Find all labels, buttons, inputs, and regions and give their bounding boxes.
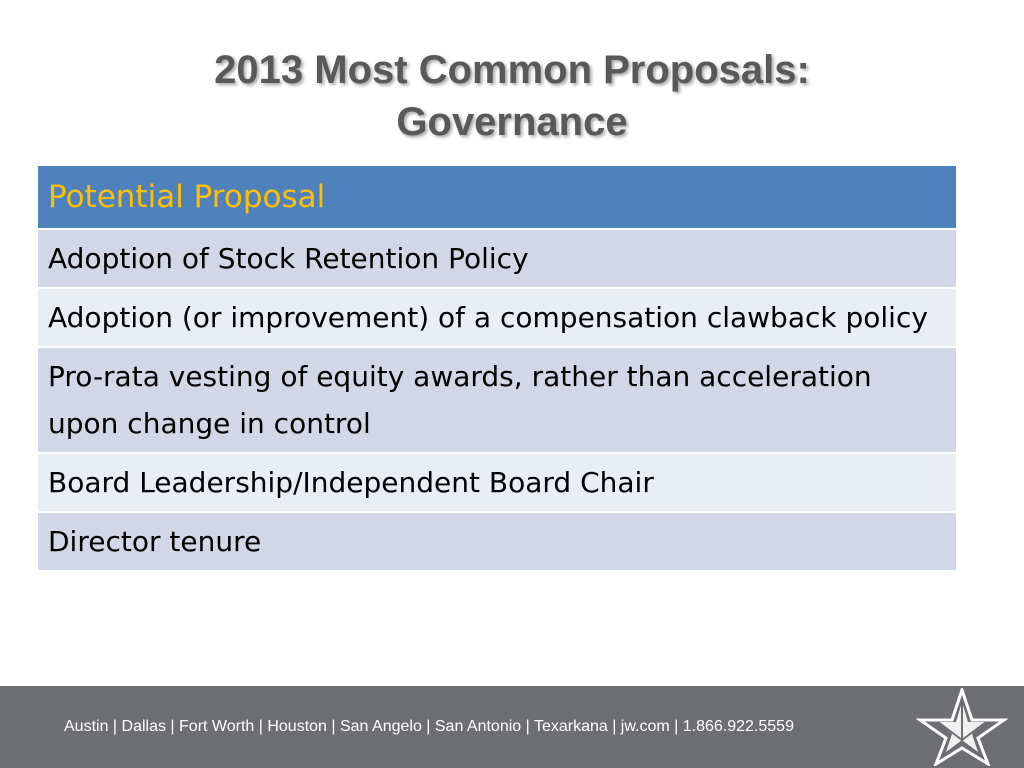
- table-cell: Pro-rata vesting of equity awards, rathe…: [38, 347, 956, 454]
- table-row: Pro-rata vesting of equity awards, rathe…: [38, 347, 956, 454]
- table-header-row: Potential Proposal: [38, 166, 956, 230]
- table-row: Board Leadership/Independent Board Chair: [38, 453, 956, 513]
- table-row: Adoption (or improvement) of a compensat…: [38, 288, 956, 348]
- footer-bar: Austin | Dallas | Fort Worth | Houston |…: [0, 686, 1024, 768]
- slide-title: 2013 Most Common Proposals: Governance: [0, 44, 1024, 148]
- proposals-table: Potential Proposal Adoption of Stock Ret…: [38, 166, 956, 572]
- table-row: Director tenure: [38, 512, 956, 572]
- slide-title-line-1: 2013 Most Common Proposals:: [214, 48, 810, 92]
- table-cell: Adoption of Stock Retention Policy: [38, 229, 956, 289]
- star-logo-icon: [916, 688, 1008, 766]
- table-row: Adoption of Stock Retention Policy: [38, 229, 956, 289]
- table-cell: Adoption (or improvement) of a compensat…: [38, 288, 956, 348]
- table-cell: Director tenure: [38, 512, 956, 572]
- footer-offices-contact: Austin | Dallas | Fort Worth | Houston |…: [64, 718, 794, 735]
- table-cell: Board Leadership/Independent Board Chair: [38, 453, 956, 513]
- table-header-potential-proposal: Potential Proposal: [38, 166, 956, 230]
- slide-title-line-2: Governance: [396, 100, 628, 144]
